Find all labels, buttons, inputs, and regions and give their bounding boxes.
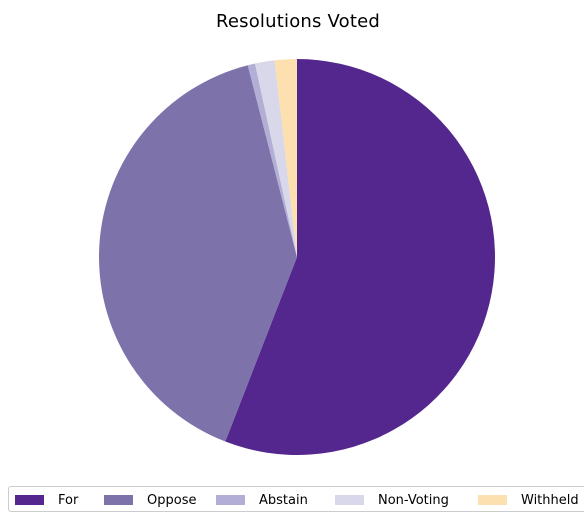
pie-slice-non-voting	[255, 60, 297, 258]
legend-item-abstain: Abstain	[216, 491, 308, 509]
chart-legend: For Oppose Abstain Non-Voting Withheld	[8, 486, 584, 512]
chart-title: Resolutions Voted	[215, 11, 381, 32]
legend-label-non-voting: Non-Voting	[378, 492, 449, 508]
legend-item-withheld: Withheld	[478, 491, 579, 509]
legend-label-oppose: Oppose	[147, 492, 197, 508]
pie-slice-withheld	[274, 58, 297, 257]
legend-item-non-voting: Non-Voting	[335, 491, 449, 509]
legend-swatch-abstain	[216, 495, 245, 505]
pie-slice-for	[225, 59, 496, 455]
legend-label-for: For	[58, 492, 79, 508]
legend-swatch-withheld	[478, 495, 507, 505]
pie-chart	[98, 58, 496, 455]
legend-swatch-non-voting	[335, 495, 364, 505]
legend-swatch-oppose	[104, 495, 133, 505]
pie-slice-oppose	[98, 65, 297, 442]
legend-item-for: For	[15, 491, 78, 509]
pie-slice-abstain	[247, 63, 297, 257]
legend-label-withheld: Withheld	[521, 492, 579, 508]
legend-label-abstain: Abstain	[259, 492, 308, 508]
legend-swatch-for	[15, 495, 44, 505]
legend-item-oppose: Oppose	[104, 491, 196, 509]
